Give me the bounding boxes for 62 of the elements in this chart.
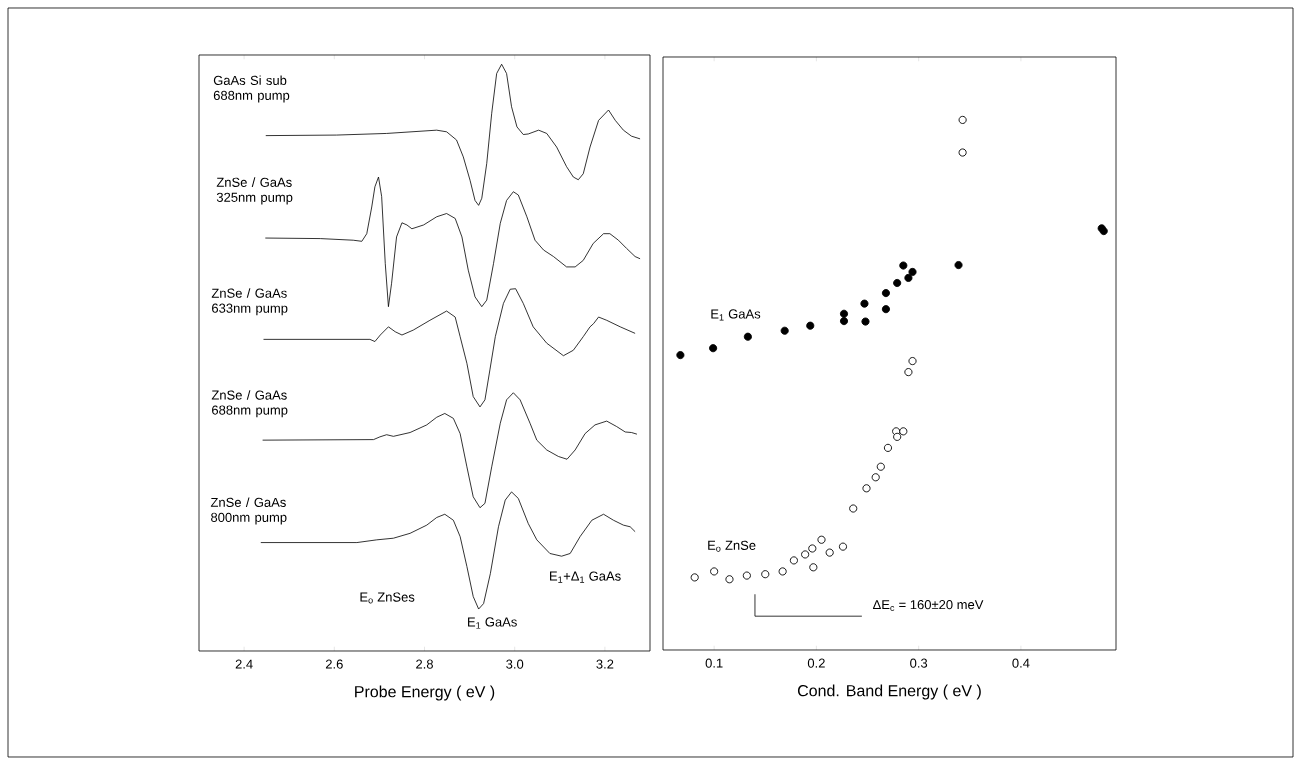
point [893, 432, 902, 441]
point [862, 484, 871, 493]
series-label: ZnSe / GaAs 633nm pump [211, 288, 288, 316]
x-tick-label: 3.2 [596, 659, 614, 669]
point [860, 299, 869, 308]
text: GaAs Si sub 688nm pump [213, 75, 290, 103]
point [806, 321, 815, 330]
series-label: ZnSe / GaAs 688nm pump [211, 390, 288, 418]
point [676, 351, 685, 360]
point [958, 115, 967, 124]
point [838, 542, 848, 551]
point [817, 535, 826, 544]
point [904, 368, 913, 377]
point [871, 473, 880, 482]
text: E$_{1}$ GaAs [468, 617, 517, 629]
x-tick-label: 2.6 [325, 659, 343, 669]
x-tick-label: 0.3 [910, 658, 928, 668]
point [761, 570, 770, 579]
point [709, 344, 718, 353]
point [881, 289, 890, 298]
text: ΔE$_{c}$ = 160±20 meV [872, 600, 984, 611]
point [883, 443, 893, 452]
point [801, 550, 810, 559]
point [954, 261, 963, 270]
point [808, 544, 817, 553]
point [893, 278, 902, 288]
point [780, 326, 789, 335]
point [908, 357, 917, 366]
series-label: E$_{o}$ ZnSe [708, 540, 756, 552]
point [742, 571, 751, 580]
point [899, 427, 908, 436]
point [876, 462, 885, 471]
x-tick-label: 0.2 [807, 658, 825, 668]
point [839, 309, 849, 318]
point [881, 305, 890, 314]
x-tick-label: 0.1 [705, 658, 723, 668]
point [849, 504, 858, 513]
series-label: E$_{1}$ GaAs [711, 309, 761, 321]
x-tick-label: 2.8 [416, 659, 433, 669]
point [725, 575, 734, 584]
x-tick-label: 2.4 [235, 659, 253, 669]
annotation: E$_{o}$ ZnSes [360, 592, 415, 604]
point [789, 556, 798, 565]
point [908, 267, 917, 277]
point [809, 563, 818, 572]
x-tick-label: 0.4 [1012, 658, 1030, 668]
point [710, 567, 719, 576]
series-label: ZnSe / GaAs 800nm pump [210, 497, 287, 525]
point [861, 317, 870, 326]
point [778, 567, 787, 576]
x-tick-label: 3.0 [506, 659, 524, 669]
text: ZnSe / GaAs 325nm pump [216, 177, 293, 205]
point [958, 148, 967, 157]
x-axis-title: Cond. Band Energy ( eV ) [797, 684, 981, 700]
point [825, 548, 834, 557]
point [904, 273, 913, 282]
point [743, 332, 752, 341]
point [839, 317, 849, 326]
point [899, 261, 908, 270]
annotation: E$_{1}$+Δ$_{1}$ GaAs [550, 571, 621, 583]
point [690, 573, 699, 582]
x-axis-title: Probe Energy ( eV ) [355, 685, 495, 701]
